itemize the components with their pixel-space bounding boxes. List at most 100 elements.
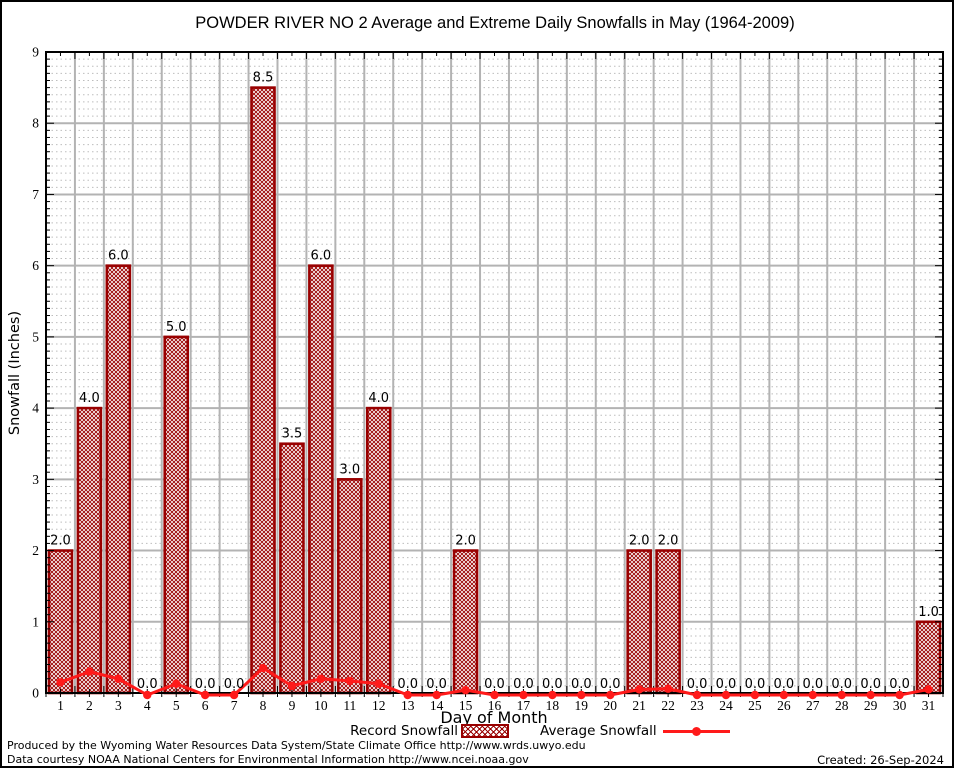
- average-point-day-10: [316, 674, 326, 683]
- x-tick-label: 28: [835, 698, 849, 713]
- y-tick-label: 7: [32, 187, 39, 202]
- bar-value-label-day-6: 0.0: [195, 677, 216, 692]
- average-point-day-4: [143, 690, 152, 700]
- x-axis-title: Day of Month: [440, 708, 547, 727]
- y-tick-label: 0: [32, 686, 39, 701]
- average-point-day-28: [837, 690, 846, 700]
- x-tick-label: 22: [661, 698, 675, 713]
- average-point-day-9: [287, 681, 297, 691]
- bar-value-label-day-4: 0.0: [137, 677, 158, 692]
- x-tick-label: 21: [632, 698, 646, 713]
- record-bar-day-31: [915, 620, 942, 695]
- bar-value-label-day-16: 0.0: [484, 677, 505, 692]
- bar-value-label-day-26: 0.0: [774, 677, 795, 692]
- record-bar-day-21: [626, 549, 652, 695]
- record-snowfall-swatch-icon: [461, 724, 509, 738]
- x-tick-label: 9: [289, 698, 296, 713]
- bar-value-label-day-30: 0.0: [889, 677, 910, 692]
- bar-value-label-day-12: 4.0: [368, 391, 389, 406]
- bar-value-label-day-13: 0.0: [397, 677, 418, 692]
- average-point-day-5: [172, 679, 181, 688]
- x-tick-label: 15: [459, 698, 473, 713]
- bar-value-label-day-29: 0.0: [860, 677, 881, 692]
- average-point-day-25: [750, 690, 760, 700]
- bar-value-label-day-5: 5.0: [166, 320, 187, 335]
- x-tick-label: 18: [546, 698, 560, 713]
- average-snowfall-marker-icon: [692, 726, 701, 736]
- x-tick-label: 27: [806, 698, 820, 713]
- x-tick-label: 20: [603, 698, 617, 713]
- y-tick-label: 5: [32, 329, 39, 344]
- bar-value-label-day-3: 6.0: [108, 249, 129, 264]
- x-tick-label: 1: [57, 698, 64, 713]
- record-bar-day-10: [308, 264, 334, 695]
- average-point-day-18: [548, 690, 557, 700]
- average-point-day-30: [895, 690, 904, 700]
- bar-value-label-day-24: 0.0: [716, 677, 737, 692]
- y-tick-label: 8: [32, 116, 39, 131]
- average-point-day-15: [461, 685, 470, 695]
- legend-average-snowfall-label: Average Snowfall: [540, 723, 657, 739]
- average-point-day-1: [56, 678, 65, 687]
- record-bar-day-9: [279, 442, 305, 695]
- y-tick-label: 4: [32, 401, 39, 416]
- bar-value-label-day-20: 0.0: [600, 677, 621, 692]
- average-point-day-23: [692, 690, 702, 700]
- x-tick-label: 10: [314, 698, 328, 713]
- bar-value-label-day-23: 0.0: [687, 677, 708, 692]
- x-tick-label: 3: [115, 698, 122, 713]
- average-point-day-14: [432, 690, 441, 700]
- x-tick-label: 14: [430, 698, 444, 713]
- x-tick-label: 25: [748, 698, 762, 713]
- bar-value-label-day-11: 3.0: [339, 462, 360, 477]
- created-date: Created: 26-Sep-2024: [817, 753, 944, 767]
- record-bar-day-3: [105, 264, 132, 695]
- bar-value-label-day-19: 0.0: [571, 677, 592, 692]
- y-tick-label: 1: [32, 614, 39, 629]
- y-tick-label: 3: [32, 472, 39, 487]
- y-tick-label: 2: [32, 543, 39, 558]
- average-point-day-22: [663, 684, 673, 693]
- x-tick-label: 12: [372, 698, 386, 713]
- bar-value-label-day-22: 2.0: [658, 534, 679, 549]
- bar-value-label-day-18: 0.0: [542, 677, 563, 692]
- average-point-day-26: [779, 690, 789, 700]
- x-tick-label: 29: [864, 698, 878, 713]
- bar-value-label-day-14: 0.0: [426, 677, 447, 692]
- x-tick-label: 7: [231, 698, 238, 713]
- x-tick-label: 4: [144, 698, 151, 713]
- average-point-day-7: [229, 690, 239, 700]
- average-point-day-8: [258, 663, 268, 673]
- average-point-day-24: [721, 690, 731, 700]
- record-bar-day-5: [163, 335, 190, 695]
- x-tick-label: 2: [86, 698, 93, 713]
- y-axis-title: Snowfall (Inches): [7, 311, 23, 435]
- record-bar-day-2: [76, 406, 103, 695]
- x-tick-label: 26: [777, 698, 791, 713]
- average-point-day-21: [634, 685, 644, 694]
- average-point-day-27: [808, 690, 817, 700]
- x-tick-label: 17: [517, 698, 531, 713]
- average-point-day-13: [403, 690, 412, 700]
- chart-title: POWDER RIVER NO 2 Average and Extreme Da…: [195, 14, 794, 32]
- bar-value-label-day-28: 0.0: [831, 677, 852, 692]
- record-bar-day-11: [337, 478, 363, 695]
- bar-value-label-day-15: 2.0: [455, 534, 476, 549]
- x-tick-label: 8: [260, 698, 267, 713]
- x-tick-label: 13: [401, 698, 415, 713]
- bar-value-label-day-25: 0.0: [745, 677, 766, 692]
- bar-value-label-day-1: 2.0: [50, 534, 71, 549]
- record-bar-day-12: [365, 406, 392, 695]
- x-tick-label: 23: [690, 698, 704, 713]
- bar-value-label-day-8: 8.5: [253, 71, 274, 86]
- average-point-day-3: [114, 674, 123, 683]
- x-tick-label: 5: [173, 698, 180, 713]
- average-point-day-6: [200, 690, 210, 700]
- x-tick-label: 11: [343, 698, 356, 713]
- y-tick-label: 9: [32, 45, 39, 60]
- bar-value-label-day-31: 1.0: [918, 605, 939, 620]
- x-tick-label: 31: [922, 698, 936, 713]
